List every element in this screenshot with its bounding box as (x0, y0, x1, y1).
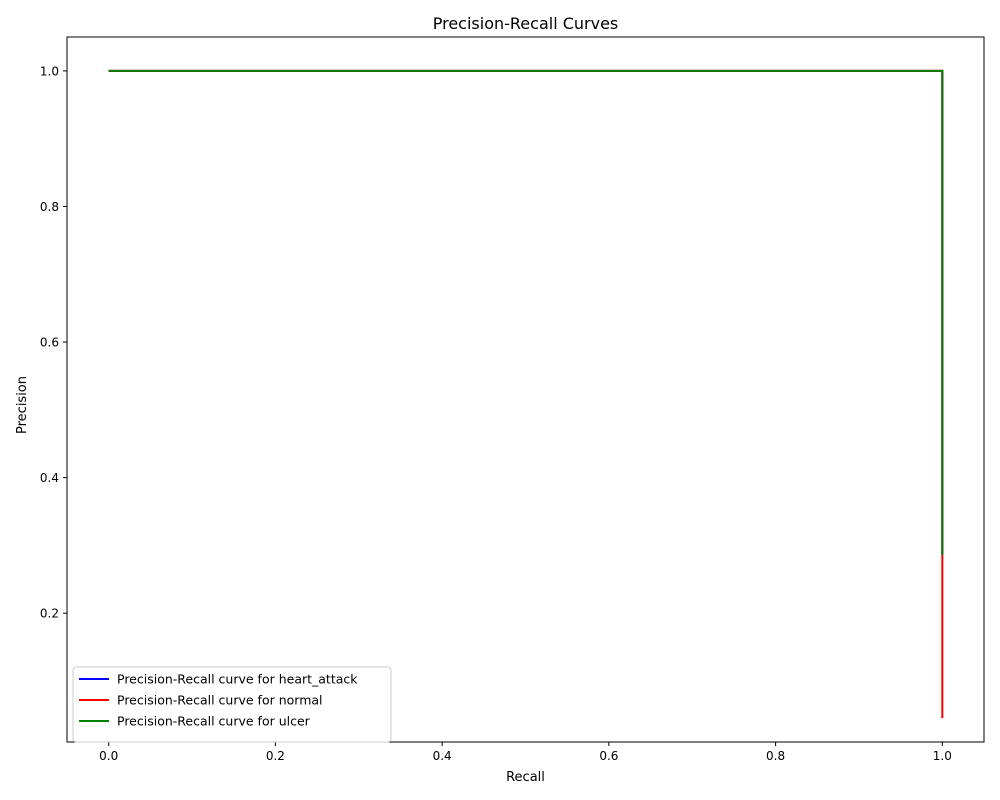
x-tick-label: 1.0 (933, 749, 952, 763)
y-tick-label: 0.8 (40, 200, 59, 214)
x-axis: 0.0 0.2 0.4 0.6 0.8 1.0 (99, 742, 952, 763)
x-tick-label: 0.6 (599, 749, 618, 763)
y-tick-label: 0.4 (40, 471, 59, 485)
x-axis-label: Recall (506, 770, 545, 785)
plot-frame (66, 36, 985, 743)
legend-label: Precision-Recall curve for normal (117, 693, 323, 708)
legend-box (72, 666, 392, 743)
y-axis: 0.2 0.4 0.6 0.8 1.0 (40, 64, 67, 621)
legend-label: Precision-Recall curve for heart_attack (117, 672, 358, 687)
y-tick-label: 0.6 (40, 336, 59, 350)
series-line (108, 69, 944, 555)
x-tick-label: 0.8 (766, 749, 785, 763)
y-tick-label: 0.2 (40, 607, 59, 621)
x-tick-label: 0.0 (99, 749, 118, 763)
series-line (108, 69, 944, 555)
legend-label: Precision-Recall curve for ulcer (117, 714, 311, 729)
x-tick-label: 0.2 (266, 749, 285, 763)
y-axis-label: Precision (15, 376, 30, 434)
x-tick-label: 0.4 (433, 749, 452, 763)
chart-title: Precision-Recall Curves (433, 14, 619, 33)
series-line (108, 69, 944, 719)
legend: Precision-Recall curve for heart_attack P… (72, 666, 392, 743)
series-layer (108, 69, 944, 719)
y-tick-label: 1.0 (40, 64, 59, 78)
